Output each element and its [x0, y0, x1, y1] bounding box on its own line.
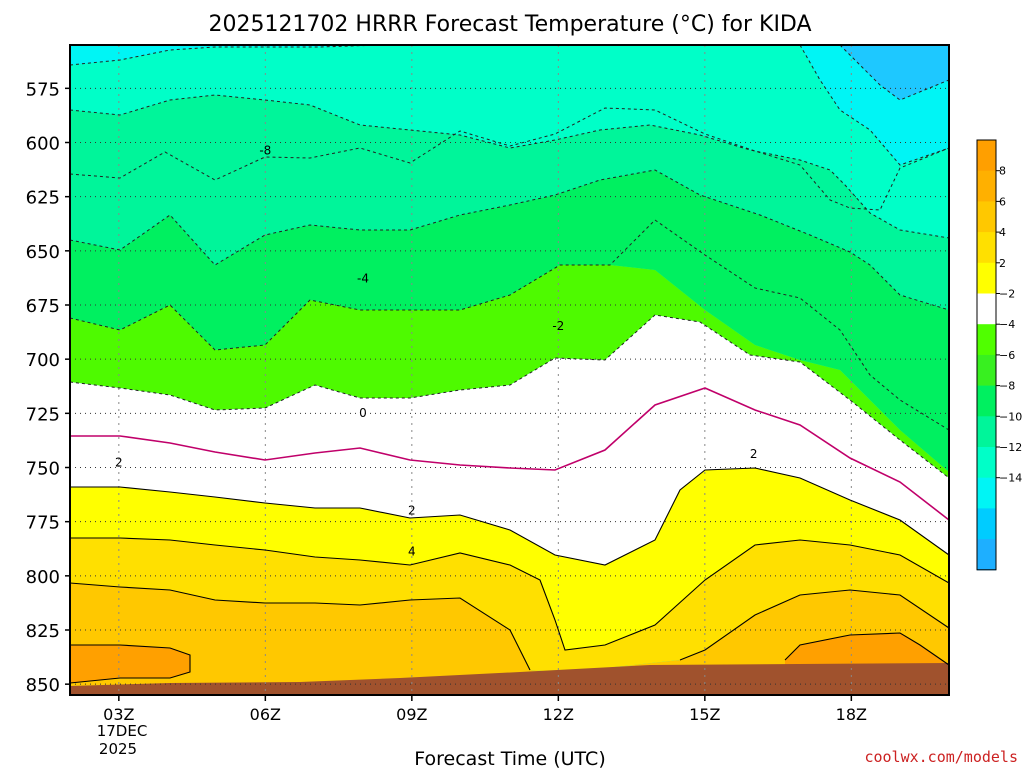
y-tick-label-9: 800: [26, 567, 60, 588]
colorbar-label-10: −14: [999, 472, 1022, 485]
y-tick-label-2: 625: [26, 188, 60, 209]
colorbar-label-0: 8: [999, 165, 1006, 178]
colorbar-segment-8: [977, 385, 996, 417]
x-tick-label-2: 09Z: [396, 705, 427, 724]
band-minus8: [70, 170, 949, 472]
colorbar-label-1: 6: [999, 195, 1006, 208]
contour-positive-5: [784, 632, 950, 666]
contour-label-1: -4: [357, 272, 369, 286]
contour-label-5: 2: [408, 503, 416, 517]
contour-negative-7: [839, 44, 950, 101]
band-0-to-minus2: [70, 315, 949, 520]
colorbar-segment-2: [977, 201, 996, 233]
y-tick-label-3: 650: [26, 242, 60, 263]
x-axis-label: Forecast Time (UTC): [414, 748, 605, 768]
colorbar-segment-6: [977, 324, 996, 356]
colorbar-label-2: 4: [999, 226, 1006, 239]
y-tick-label-8: 775: [26, 513, 60, 534]
colorbar-label-9: −12: [999, 441, 1022, 454]
band-4-to-6: [70, 538, 949, 672]
colorbar-label-3: 2: [999, 257, 1006, 270]
contour-positive-3: [679, 589, 950, 661]
contour-label-6: 4: [408, 545, 416, 559]
contour-negative-1: [69, 94, 950, 239]
y-tick-label-6: 725: [26, 404, 60, 425]
band-2-to-4: [70, 468, 949, 650]
contour-label-0: -8: [259, 144, 271, 158]
colorbar-segment-11: [977, 477, 996, 509]
contour-positive-0: [70, 467, 950, 566]
colorbar-label-5: −4: [999, 318, 1015, 331]
colorbar-segment-9: [977, 416, 996, 448]
colorbar-segment-5: [977, 293, 996, 325]
credit-text: coolwx.com/models: [864, 748, 1018, 766]
y-tick-label-7: 750: [26, 459, 60, 480]
colorbar: 8 6 4 2 −2 −4 −6 −8 −10 −12 −14: [976, 139, 1022, 571]
contour-labels: -8 -4 -2 0 2 2 4 2: [115, 144, 757, 559]
x-date-day: 17DEC: [97, 722, 148, 740]
band-8-to-10-left: [70, 645, 190, 683]
band-minus12: [70, 45, 949, 238]
x-axis: 03Z 06Z 09Z 12Z 15Z 18Z: [103, 695, 867, 724]
plot-frame: [69, 44, 950, 696]
colorbar-segment-0: [977, 140, 996, 172]
colorbar-segment-4: [977, 262, 996, 294]
contour-positive-2: [69, 582, 531, 671]
contour-negative-5: [69, 314, 950, 479]
band-minus14: [840, 45, 949, 100]
y-tick-label-10: 825: [26, 621, 60, 642]
band-minus10: [70, 95, 949, 310]
contour-lines: [69, 44, 950, 684]
contour-label-7: 2: [750, 447, 758, 461]
contour-label-3: 0: [359, 406, 367, 420]
contour-zero: [70, 387, 950, 521]
band-0-to-2: [70, 388, 949, 565]
y-tick-label-1: 600: [26, 134, 60, 155]
x-tick-label-3: 12Z: [543, 705, 574, 724]
y-tick-label-0: 575: [26, 79, 60, 100]
colorbar-segment-3: [977, 232, 996, 264]
contour-label-2: -2: [552, 319, 564, 333]
colorbar-label-7: −8: [999, 380, 1015, 393]
colorbar-segment-12: [977, 508, 996, 540]
chart-title: 2025121702 HRRR Forecast Temperature (°C…: [208, 12, 811, 37]
y-tick-label-4: 675: [26, 296, 60, 317]
colorbar-segment-1: [977, 170, 996, 202]
x-tick-label-4: 15Z: [689, 705, 720, 724]
x-tick-label-1: 06Z: [250, 705, 281, 724]
colorbar-segment-10: [977, 447, 996, 479]
contour-positive-4: [69, 644, 191, 684]
x-tick-label-0: 03Z: [103, 705, 134, 724]
band-minus4-fill: [70, 265, 949, 478]
y-tick-label-5: 700: [26, 350, 60, 371]
contour-label-4: 2: [115, 456, 123, 470]
colorbar-segment-13: [977, 539, 996, 571]
terrain: [70, 663, 949, 695]
contour-negative-3: [69, 169, 950, 311]
x-date-year: 2025: [99, 740, 137, 758]
colorbar-label-8: −10: [999, 410, 1022, 423]
y-tick-label-11: 850: [26, 675, 60, 696]
plot-area: [70, 45, 949, 695]
colorbar-segment-7: [977, 354, 996, 387]
colorbar-label-6: −6: [999, 349, 1015, 362]
colorbar-label-4: −2: [999, 288, 1015, 301]
y-axis: 575 600 625 650 675 700 725 750 775 800 825 850: [26, 79, 70, 696]
contour-negative-4: [69, 219, 950, 431]
x-tick-label-5: 18Z: [836, 705, 867, 724]
contour-positive-1: [70, 537, 950, 651]
